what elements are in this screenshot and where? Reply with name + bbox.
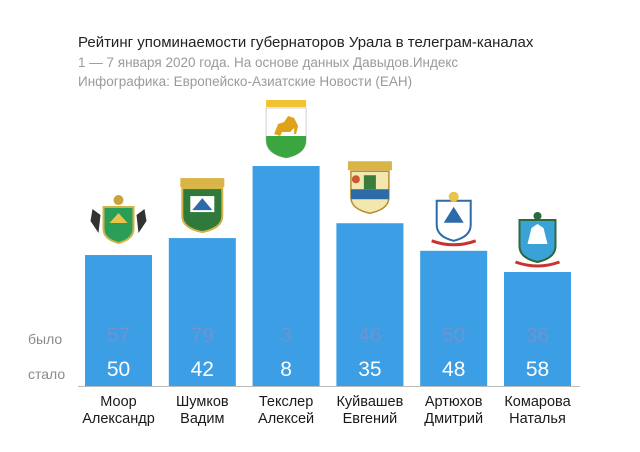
value-after-1: 50: [107, 358, 130, 381]
chart-title: Рейтинг упоминаемости губернаторов Урала…: [78, 34, 534, 51]
bar-2: [168, 238, 236, 386]
bar-3: [252, 166, 320, 386]
value-before-6: 36: [526, 324, 549, 347]
governor-name-3-line2: Алексей: [258, 411, 314, 427]
sverdlovsk-oblast-coat-of-arms: [347, 161, 392, 215]
yamalo-nenets-coat-of-arms: [431, 191, 477, 247]
value-before-4: 46: [358, 324, 381, 347]
governor-name-1-line2: Александр: [82, 411, 155, 427]
governor-name-4-line1: Куйвашев: [336, 394, 403, 410]
tyumen-oblast-coat-of-arms: [90, 195, 147, 245]
khanty-mansi-coat-of-arms: [514, 212, 561, 268]
governor-name-6-line1: Комарова: [504, 394, 571, 410]
governor-name-2-line1: Шумков: [176, 394, 229, 410]
bar-1: [85, 255, 152, 386]
value-after-5: 48: [442, 358, 465, 381]
value-before-5: 50: [442, 324, 465, 347]
governor-name-1-line1: Моор: [100, 394, 136, 410]
row-label-after: стало: [28, 366, 66, 382]
chart-subtitle-credit: Инфографика: Европейско-Азиатские Новост…: [78, 74, 413, 89]
value-after-2: 42: [191, 358, 214, 381]
value-after-6: 58: [526, 358, 549, 381]
bar-6: [504, 272, 571, 386]
value-after-3: 8: [280, 358, 292, 381]
kurgan-oblast-coat-of-arms: [180, 178, 225, 234]
bar-4: [336, 223, 404, 386]
value-after-4: 35: [358, 358, 381, 381]
chart-subtitle-dates: 1 — 7 января 2020 года. На основе данных…: [78, 55, 459, 70]
governor-name-5-line2: Дмитрий: [424, 411, 483, 427]
governor-name-4-line2: Евгений: [343, 411, 398, 427]
governor-name-3-line1: Текслер: [259, 394, 313, 410]
value-before-1: 57: [107, 324, 130, 347]
row-label-before: было: [28, 331, 63, 347]
governor-name-5-line1: Артюхов: [425, 394, 483, 410]
governor-name-6-line2: Наталья: [509, 411, 566, 427]
value-before-2: 79: [191, 324, 214, 347]
bar-5: [420, 250, 488, 386]
governor-name-2-line2: Вадим: [180, 411, 224, 427]
value-before-3: 3: [280, 324, 292, 347]
chelyabinsk-oblast-coat-of-arms: [265, 100, 307, 159]
